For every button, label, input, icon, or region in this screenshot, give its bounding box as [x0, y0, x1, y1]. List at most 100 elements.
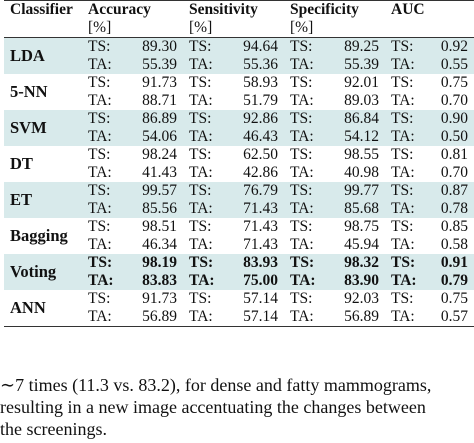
metric-value: 54.06	[120, 128, 183, 146]
metric-value: 41.43	[142, 164, 177, 181]
metric-tag: TA:	[88, 236, 112, 253]
metric-value: 0.79	[423, 272, 474, 290]
metric-tag: TA:	[391, 236, 415, 253]
table-row: TA: 55.39 TA: 55.36 TA: 55.39 TA: 0.55	[4, 56, 474, 74]
metric-tag: TS:	[385, 37, 423, 56]
table-row: TA: 54.06 TA: 46.43 TA: 54.12 TA: 0.50	[4, 128, 474, 146]
metric-tag: TA:	[82, 56, 120, 74]
metric-value: 83.83	[120, 272, 183, 290]
metric-tag: TS:	[82, 254, 120, 272]
metric-value: 55.36	[221, 56, 284, 74]
metric-tag: TS:	[290, 74, 313, 91]
metric-value: 0.70	[440, 92, 468, 109]
metric-tag: TS:	[290, 146, 313, 163]
metric-value: 94.64	[221, 37, 284, 56]
metric-tag: TS:	[82, 182, 120, 200]
metric-value: 0.87	[423, 182, 474, 200]
metric-tag: TA:	[189, 164, 213, 181]
metric-value: 89.30	[120, 37, 183, 56]
metric-tag: TA:	[284, 56, 322, 74]
metric-tag: TA:	[290, 92, 314, 109]
metric-value: 58.93	[243, 74, 278, 91]
table-row: LDA TS: 89.30 TS: 94.64 TS: 89.25 TS: 0.92	[4, 37, 474, 74]
metric-tag: TA:	[82, 272, 120, 290]
metric-value: 98.32	[322, 254, 385, 272]
metric-value: 0.57	[440, 308, 468, 325]
metric-value: 89.25	[322, 37, 385, 56]
results-table: Classifier Accuracy Sensitivity Specific…	[4, 0, 474, 327]
metric-tag: TS:	[385, 110, 423, 128]
header-auc: AUC	[391, 1, 425, 18]
metric-value: 0.81	[440, 146, 468, 163]
metric-value: 57.14	[243, 290, 278, 307]
table-row: Voting TS: 98.19 TS: 83.93 TS: 98.32 TS: 0.91	[4, 254, 474, 290]
metric-value: 86.84	[322, 110, 385, 128]
table-row: TA: 83.83 TA: 75.00 TA: 83.90 TA: 0.79	[4, 272, 474, 290]
metric-value: 92.01	[344, 74, 379, 91]
metric-value: 0.85	[440, 218, 468, 235]
metric-tag: TS:	[391, 218, 414, 235]
metric-tag: TA:	[290, 164, 314, 181]
metric-value: 98.55	[344, 146, 379, 163]
metric-tag: TA:	[183, 200, 221, 218]
metric-tag: TS:	[88, 218, 111, 235]
header-unit-accuracy: [%]	[88, 19, 112, 36]
header-sensitivity: Sensitivity	[189, 1, 258, 18]
table-row: DT TS: 98.24 TS: 62.50 TS: 98.55 TS: 0.81	[4, 146, 474, 173]
metric-tag: TA:	[183, 56, 221, 74]
metric-value: 0.50	[423, 128, 474, 146]
classifier-name: 5-NN	[10, 82, 48, 101]
metric-value: 99.57	[120, 182, 183, 200]
metric-tag: TA:	[284, 272, 322, 290]
metric-value: 98.19	[120, 254, 183, 272]
metric-tag: TA:	[82, 200, 120, 218]
metric-value: 85.68	[322, 200, 385, 218]
metric-value: 0.75	[440, 290, 468, 307]
metric-value: 88.71	[142, 92, 177, 109]
metric-value: 85.56	[120, 200, 183, 218]
classifier-name: ET	[4, 182, 82, 218]
metric-tag: TA:	[284, 128, 322, 146]
table-row: ANN TS: 91.73 TS: 57.14 TS: 92.03 TS: 0.75	[4, 290, 474, 316]
metric-tag: TA:	[82, 128, 120, 146]
metric-tag: TA:	[183, 272, 221, 290]
table-row: TA: 85.56 TA: 71.43 TA: 85.68 TA: 0.78	[4, 200, 474, 218]
metric-tag: TS:	[391, 290, 414, 307]
metric-value: 71.43	[221, 200, 284, 218]
metric-tag: TA:	[189, 92, 213, 109]
metric-tag: TS:	[284, 254, 322, 272]
header-unit-specificity: [%]	[290, 19, 314, 36]
metric-value: 91.73	[142, 290, 177, 307]
header-accuracy: Accuracy	[88, 1, 151, 18]
metric-tag: TS:	[88, 74, 111, 91]
body-text-line: the screenings.	[0, 419, 107, 439]
metric-value: 46.43	[221, 128, 284, 146]
metric-tag: TS:	[88, 146, 111, 163]
metric-tag: TA:	[290, 308, 314, 325]
table-row: 5-NN TS: 91.73 TS: 58.93 TS: 92.01 TS: 0.75	[4, 74, 474, 101]
metric-tag: TA:	[284, 200, 322, 218]
metric-value: 40.98	[344, 164, 379, 181]
classifier-name: ANN	[10, 298, 46, 317]
metric-value: 0.55	[423, 56, 474, 74]
header-unit-sensitivity: [%]	[189, 19, 213, 36]
table-row: TA: 88.71 TA: 51.79 TA: 89.03 TA: 0.70	[4, 92, 474, 110]
metric-value: 98.51	[142, 218, 177, 235]
classifier-name: Bagging	[10, 226, 68, 245]
classifier-name: DT	[10, 154, 33, 173]
metric-value: 89.03	[344, 92, 379, 109]
metric-value: 76.79	[221, 182, 284, 200]
metric-value: 71.43	[243, 218, 278, 235]
metric-tag: TS:	[183, 37, 221, 56]
metric-value: 0.75	[440, 74, 468, 91]
metric-tag: TS:	[189, 218, 212, 235]
metric-tag: TA:	[290, 236, 314, 253]
metric-value: 57.14	[243, 308, 278, 325]
metric-tag: TS:	[189, 74, 212, 91]
metric-value: 91.73	[142, 74, 177, 91]
header-classifier: Classifier	[10, 1, 73, 18]
metric-tag: TA:	[385, 200, 423, 218]
metric-value: 92.86	[221, 110, 284, 128]
results-table-body: LDA TS: 89.30 TS: 94.64 TS: 89.25 TS: 0.92 TA: 55.…	[4, 37, 474, 327]
metric-value: 0.92	[423, 37, 474, 56]
